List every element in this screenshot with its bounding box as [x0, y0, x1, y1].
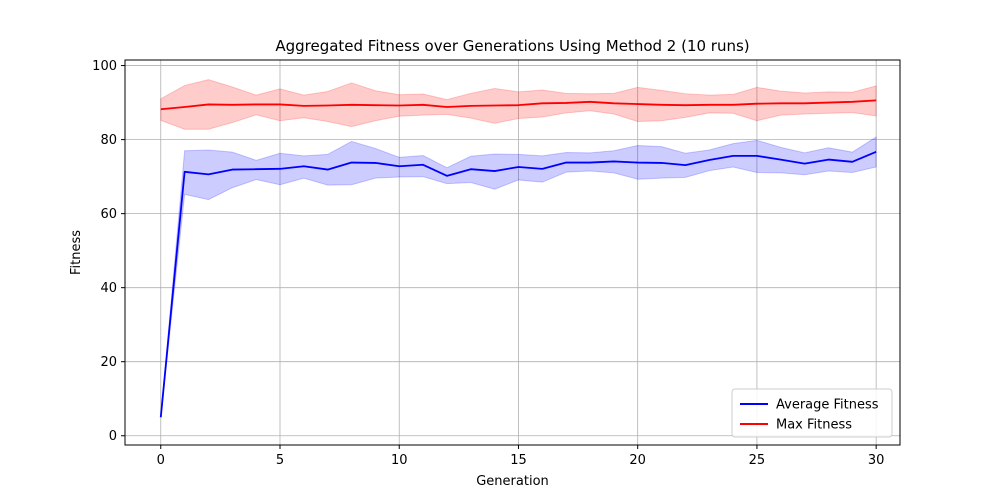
legend-label-average-fitness: Average Fitness	[776, 398, 879, 413]
line-series-0	[159, 150, 877, 418]
legend: Average Fitness Max Fitness	[731, 388, 893, 438]
x-tick-label: 20	[629, 453, 646, 468]
line-series-1	[160, 99, 877, 111]
y-tick-label: 80	[100, 133, 117, 148]
axis-ticks: 0 5 10 15 20 25 30 0 20 40 60 80 100	[92, 59, 884, 468]
x-tick-label: 10	[391, 453, 408, 468]
y-tick-label: 20	[100, 355, 117, 370]
plot-area-frame	[124, 59, 901, 446]
x-tick-label: 5	[276, 453, 284, 468]
y-axis-label: Fitness	[69, 230, 84, 275]
y-tick-label: 60	[100, 207, 117, 222]
x-axis-label: Generation	[476, 474, 549, 489]
y-tick-label: 100	[92, 59, 117, 74]
x-tick-label: 0	[157, 453, 165, 468]
x-tick-label: 25	[749, 453, 766, 468]
x-tick-label: 30	[868, 453, 885, 468]
legend-box	[731, 388, 893, 438]
series-lines	[159, 99, 877, 418]
legend-label-max-fitness: Max Fitness	[776, 418, 852, 433]
y-tick-label: 40	[100, 281, 117, 296]
y-tick-label: 0	[109, 429, 117, 444]
chart-title: Aggregated Fitness over Generations Usin…	[275, 37, 749, 55]
grid	[125, 60, 900, 445]
x-tick-label: 15	[510, 453, 527, 468]
